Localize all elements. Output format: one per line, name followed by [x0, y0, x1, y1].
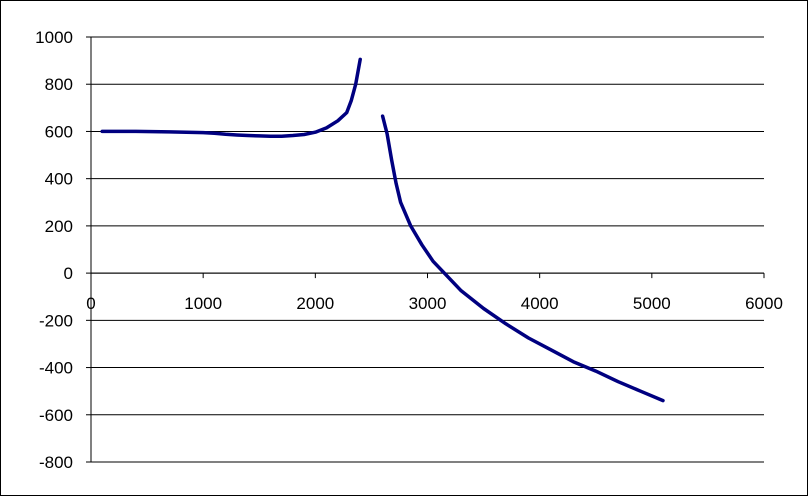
y-tick-labels: 1000 800 600 400 200 0 -200 -400 -600 -800 — [35, 28, 73, 472]
series-lines — [100, 57, 665, 403]
y-tick-label: 400 — [45, 170, 73, 189]
y-tick-label: 600 — [45, 122, 73, 141]
x-tick-label: 5000 — [633, 294, 671, 313]
y-tick-label: 800 — [45, 75, 73, 94]
y-tick-label: -600 — [39, 406, 73, 425]
y-tick-label: 200 — [45, 217, 73, 236]
x-tick-label: 4000 — [521, 294, 559, 313]
y-tick-label: -200 — [39, 311, 73, 330]
series-line-2 — [380, 114, 665, 403]
x-tick-label: 6000 — [745, 294, 783, 313]
y-tick-label: -400 — [39, 359, 73, 378]
axes — [86, 36, 765, 463]
y-tick-label: 0 — [64, 264, 73, 283]
x-tick-label: 1000 — [184, 294, 222, 313]
series-line-1 — [100, 57, 362, 138]
y-tick-label: 1000 — [35, 28, 73, 47]
x-tick-label: 0 — [86, 294, 95, 313]
x-tick-label: 2000 — [296, 294, 334, 313]
gridlines — [91, 36, 764, 463]
x-tick-label: 3000 — [409, 294, 447, 313]
x-tick-labels: 0 1000 2000 3000 4000 5000 6000 — [86, 294, 783, 313]
y-tick-label: -800 — [39, 453, 73, 472]
